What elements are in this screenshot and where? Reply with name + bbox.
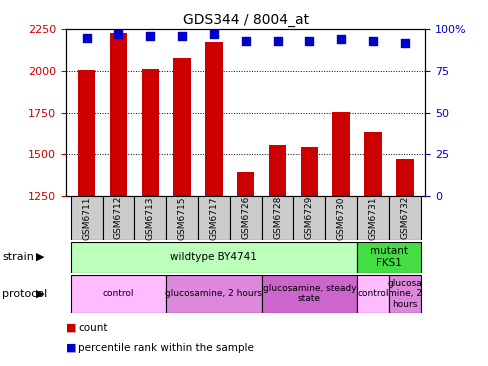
- Text: ▶: ▶: [36, 252, 44, 262]
- Text: GSM6731: GSM6731: [367, 196, 377, 239]
- Point: [146, 33, 154, 39]
- Text: control: control: [102, 289, 134, 298]
- Text: strain: strain: [2, 252, 34, 262]
- Bar: [356, 196, 388, 240]
- Bar: [134, 196, 166, 240]
- Bar: [364, 132, 381, 366]
- Bar: [198, 196, 229, 240]
- Bar: [356, 242, 420, 273]
- Text: GSM6729: GSM6729: [304, 196, 313, 239]
- Text: ▶: ▶: [36, 288, 44, 299]
- Bar: [166, 274, 261, 313]
- Bar: [395, 159, 413, 366]
- Text: GSM6715: GSM6715: [177, 196, 186, 239]
- Bar: [293, 196, 325, 240]
- Text: GSM6712: GSM6712: [114, 196, 123, 239]
- Bar: [268, 145, 285, 366]
- Text: protocol: protocol: [2, 288, 48, 299]
- Text: glucosamine, 2 hours: glucosamine, 2 hours: [165, 289, 262, 298]
- Bar: [166, 196, 198, 240]
- Point: [178, 33, 185, 39]
- Bar: [109, 33, 127, 366]
- Bar: [332, 112, 349, 366]
- Bar: [71, 242, 356, 273]
- Point: [305, 38, 313, 44]
- Bar: [141, 69, 159, 366]
- Bar: [78, 70, 95, 366]
- Text: glucosamine, steady
state: glucosamine, steady state: [262, 284, 355, 303]
- Point: [368, 38, 376, 44]
- Bar: [71, 196, 102, 240]
- Text: ■: ■: [66, 322, 76, 333]
- Bar: [229, 196, 261, 240]
- Point: [82, 35, 90, 41]
- Text: GSM6728: GSM6728: [272, 196, 282, 239]
- Point: [241, 38, 249, 44]
- Text: mutant
FKS1: mutant FKS1: [369, 246, 407, 268]
- Point: [337, 36, 345, 42]
- Text: GSM6717: GSM6717: [209, 196, 218, 239]
- Bar: [300, 147, 317, 366]
- Bar: [237, 172, 254, 366]
- Text: GSM6726: GSM6726: [241, 196, 250, 239]
- Text: glucosa
mine, 2
hours: glucosa mine, 2 hours: [386, 279, 421, 309]
- Bar: [388, 196, 420, 240]
- Bar: [261, 274, 356, 313]
- Title: GDS344 / 8004_at: GDS344 / 8004_at: [183, 13, 308, 27]
- Point: [114, 31, 122, 37]
- Text: percentile rank within the sample: percentile rank within the sample: [78, 343, 254, 353]
- Text: GSM6711: GSM6711: [82, 196, 91, 239]
- Bar: [325, 196, 356, 240]
- Text: control: control: [356, 289, 388, 298]
- Point: [273, 38, 281, 44]
- Text: GSM6732: GSM6732: [400, 196, 408, 239]
- Text: ■: ■: [66, 343, 76, 353]
- Point: [400, 40, 408, 45]
- Text: wildtype BY4741: wildtype BY4741: [170, 252, 257, 262]
- Point: [209, 31, 217, 37]
- Bar: [356, 274, 388, 313]
- Bar: [261, 196, 293, 240]
- Text: GSM6730: GSM6730: [336, 196, 345, 239]
- Bar: [205, 42, 222, 366]
- Text: GSM6713: GSM6713: [145, 196, 155, 239]
- Bar: [102, 196, 134, 240]
- Bar: [388, 274, 420, 313]
- Bar: [71, 274, 166, 313]
- Text: count: count: [78, 322, 107, 333]
- Bar: [173, 59, 190, 366]
